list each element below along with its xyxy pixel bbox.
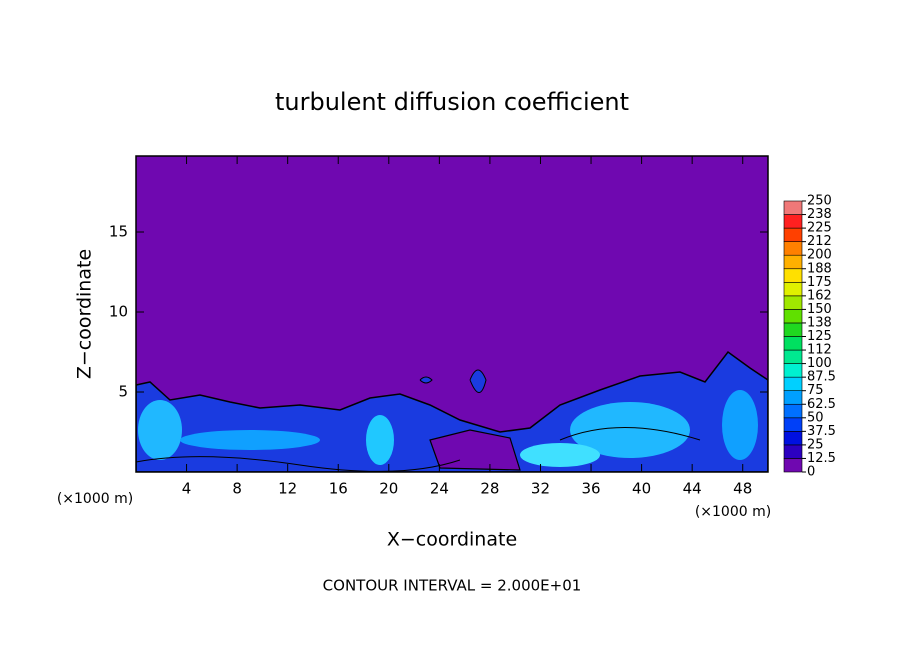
x-tick-label: 12 — [278, 480, 297, 498]
colorbar-label: 0 — [807, 465, 815, 480]
field-patch — [722, 390, 758, 460]
colorbar-band — [783, 403, 803, 419]
x-tick-label: 36 — [581, 480, 600, 498]
colorbar-band — [783, 444, 803, 459]
y-tick-label: 15 — [109, 223, 128, 241]
x-tick-label: 32 — [531, 480, 550, 498]
colorbar-band — [783, 241, 803, 256]
colorbar-band — [783, 431, 803, 446]
field-patch — [520, 443, 600, 467]
colorbar-band — [783, 390, 803, 405]
colorbar-band — [783, 227, 803, 242]
colorbar-band — [783, 458, 803, 473]
field-patch — [366, 415, 394, 465]
x-tick-label: 8 — [232, 480, 242, 498]
field-region — [429, 429, 521, 471]
colorbar-label: 238 — [807, 207, 832, 222]
x-tick-label: 44 — [683, 480, 702, 498]
field — [136, 156, 768, 472]
colorbar-band — [783, 268, 803, 283]
annotation: CONTOUR INTERVAL = 2.000E+01 — [323, 577, 582, 595]
colorbar-band — [783, 214, 803, 229]
colorbar-band — [783, 295, 803, 310]
colorbar-label: 75 — [807, 383, 824, 398]
contour-line — [136, 427, 701, 472]
colorbar-label: 200 — [807, 248, 832, 263]
colorbar-label: 225 — [807, 221, 832, 236]
colorbar-band — [783, 417, 803, 432]
colorbar-band — [783, 200, 803, 215]
colorbar-label: 112 — [807, 343, 832, 358]
colorbar-label: 12.5 — [807, 451, 836, 466]
colorbar-band — [783, 322, 803, 337]
colorbar-label: 62.5 — [807, 397, 836, 412]
x-axis-label: X−coordinate — [387, 529, 517, 551]
x-tick-label: 20 — [379, 480, 398, 498]
y-axis-label: Z−coordinate — [74, 249, 96, 379]
colorbar-label: 37.5 — [807, 424, 836, 439]
x-tick-label: 16 — [329, 480, 348, 498]
colorbar-label: 250 — [807, 194, 832, 209]
plot-frame — [135, 155, 769, 473]
chart-title: turbulent diffusion coefficient — [275, 88, 629, 116]
field-patch — [180, 430, 320, 450]
y-tick-label: 5 — [118, 383, 128, 401]
colorbar-label: 138 — [807, 315, 832, 330]
colorbar-band — [783, 254, 803, 270]
colorbar-label: 25 — [807, 437, 824, 452]
x-tick-label: 24 — [430, 480, 449, 498]
colorbar-band — [783, 349, 803, 364]
colorbar-label: 212 — [807, 234, 832, 249]
x-tick-label: 48 — [733, 480, 752, 498]
y-unit-label: (×1000 m) — [695, 504, 771, 520]
colorbar-band — [783, 336, 803, 351]
colorbar-band — [783, 376, 803, 391]
colorbar-label: 175 — [807, 275, 832, 290]
x-unit-label: (×1000 m) — [57, 491, 133, 507]
x-tick-label: 4 — [182, 480, 192, 498]
colorbar-band — [783, 363, 803, 378]
colorbar-band — [783, 281, 803, 297]
field-patch — [570, 402, 690, 458]
colorbar-label: 87.5 — [807, 370, 836, 385]
colorbar-label: 162 — [807, 288, 832, 303]
contour-line — [419, 369, 487, 393]
colorbar-label: 100 — [807, 356, 832, 371]
y-tick-label: 10 — [109, 303, 128, 321]
x-tick-label: 40 — [632, 480, 651, 498]
colorbar-label: 188 — [807, 261, 832, 276]
colorbar-label: 150 — [807, 302, 832, 317]
colorbar-band — [783, 309, 803, 324]
colorbar-label: 50 — [807, 410, 824, 425]
x-tick-label: 28 — [480, 480, 499, 498]
colorbar-label: 125 — [807, 329, 832, 344]
field-patch — [138, 400, 182, 460]
